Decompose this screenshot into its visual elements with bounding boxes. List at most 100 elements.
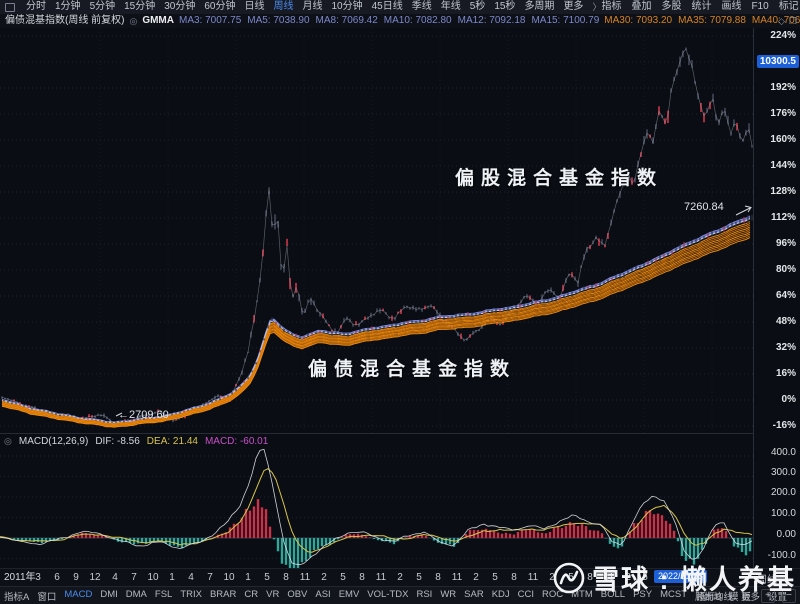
main-y-label: 64% (775, 290, 796, 301)
diamond-icon[interactable]: ◇ (778, 16, 785, 26)
main-y-label: 176% (770, 108, 796, 119)
main-y-label: 192% (770, 82, 796, 93)
indicator-tab-MCST[interactable]: MCST (660, 588, 688, 600)
indicator-tab-SAR[interactable]: SAR (464, 588, 484, 600)
x-axis-label: 2 (321, 572, 327, 583)
main-y-label: 144% (770, 160, 796, 171)
indicator-tab-指标A[interactable]: 指标A (4, 591, 30, 603)
watermark-text: 雪球 : 懒人养基 (592, 565, 796, 595)
period-tab-月线[interactable]: 月线 (302, 1, 323, 12)
indicator-tab-RSI[interactable]: RSI (416, 588, 433, 600)
x-axis-label: 5 (264, 572, 270, 583)
macd-toggle-icon[interactable]: ◎ (4, 436, 12, 446)
chevron-down-icon[interactable]: 〉 (592, 2, 602, 12)
x-axis-label: 11 (375, 572, 387, 583)
period-tab-多周期[interactable]: 多周期 (524, 1, 555, 12)
window-icon[interactable] (5, 2, 15, 12)
toolbar-action-F10[interactable]: F10 (751, 1, 769, 12)
macd-dif-value: DIF: -8.56 (95, 436, 140, 447)
indicator-toolbar-right: 指标B 模板 + − (696, 588, 796, 603)
indicator-tab-MTM[interactable]: MTM (571, 588, 593, 600)
panel-icon[interactable]: ❐ (788, 16, 797, 26)
template-button[interactable]: 模板 (728, 591, 754, 603)
indicator-tab-窗口[interactable]: 窗口 (37, 591, 57, 603)
annotation-debt-fund-index: 偏债混合基金指数 (308, 359, 517, 380)
period-tab-周线[interactable]: 周线 (273, 1, 294, 12)
indicator-tab-TRIX[interactable]: TRIX (180, 588, 202, 600)
x-axis-label: 5 (568, 572, 574, 583)
indicator-tab-BRAR[interactable]: BRAR (209, 588, 237, 600)
indicator-b-button[interactable]: 指标B (696, 591, 722, 603)
indicator-tab-设置[interactable]: 设置 (768, 591, 788, 603)
indicator-tab-ROC[interactable]: ROC (542, 588, 564, 600)
indicator-tab-VR[interactable]: VR (266, 588, 280, 600)
indicator-tab-OBV[interactable]: OBV (287, 588, 308, 600)
main-chart-area[interactable] (0, 28, 753, 433)
ma-short-value: MA12: 7092.18 (457, 15, 526, 26)
x-axis-label: 10 (223, 572, 235, 583)
main-chart-canvas[interactable] (0, 28, 753, 433)
period-tab-15分钟[interactable]: 15分钟 (124, 1, 156, 12)
indicator-toggle-icon[interactable]: ◎ (129, 16, 138, 26)
toolbar-action-统计[interactable]: 统计 (691, 1, 712, 12)
period-tab-30分钟[interactable]: 30分钟 (164, 1, 196, 12)
indicator-tab-VOL-TDX[interactable]: VOL-TDX (367, 588, 409, 600)
period-list: 分时 1分钟 5分钟 15分钟 30分钟 60分钟 日线 周线 月线 10分钟 45日线 季线 年线 5秒… (26, 0, 583, 14)
indicator-tab-顾比均线[interactable]: 顾比均线 (695, 591, 734, 603)
period-tab-年线[interactable]: 年线 (440, 1, 461, 12)
indicator-tab-WR[interactable]: WR (440, 588, 457, 600)
x-axis: 2022/01/28 周线 2011年 3 6 9 12 4 7 10 1 4 7 10 1 5 8 11 2 5… (0, 568, 800, 586)
period-tab-60分钟[interactable]: 60分钟 (204, 1, 236, 12)
indicator-tab-KDJ[interactable]: KDJ (491, 588, 510, 600)
period-tab-5分钟[interactable]: 5分钟 (89, 1, 116, 12)
x-axis-label: 11 (299, 572, 311, 583)
period-tab-更多[interactable]: 更多 (563, 1, 584, 12)
period-tab-1分钟[interactable]: 1分钟 (55, 1, 81, 12)
x-axis-label: 7 (207, 572, 213, 583)
ma-short-value: MA10: 7082.80 (383, 15, 452, 26)
period-tab-分时[interactable]: 分时 (26, 1, 46, 12)
xueqiu-logo-icon (553, 562, 585, 593)
macd-y-label: -100.0 (767, 550, 796, 561)
toolbar-action-多股[interactable]: 多股 (661, 1, 682, 12)
macd-canvas[interactable] (0, 434, 753, 568)
indicator-tab-PSY[interactable]: PSY (633, 588, 653, 600)
indicator-tab-DMI[interactable]: DMI (100, 588, 118, 600)
x-axis-label: 11 (451, 572, 463, 583)
indicator-tab-更多[interactable]: 更多 (741, 591, 761, 603)
toolbar-action-叠加[interactable]: 叠加 (631, 1, 652, 12)
period-tab-45日线[interactable]: 45日线 (371, 1, 403, 12)
macd-panel[interactable] (0, 433, 753, 568)
period-tab-日线[interactable]: 日线 (244, 1, 265, 12)
x-axis-label: 8 (359, 572, 365, 583)
zoom-out-button[interactable]: − (782, 588, 796, 603)
indicator-tab-ASI[interactable]: ASI (315, 588, 331, 600)
indicator-tab-EMV[interactable]: EMV (338, 588, 360, 600)
period-tab-10分钟[interactable]: 10分钟 (331, 1, 363, 12)
toolbar-action-画线[interactable]: 画线 (721, 1, 742, 12)
indicator-tab-DMA[interactable]: DMA (125, 588, 147, 600)
zoom-in-button[interactable]: + (761, 588, 775, 603)
toolbar-action-指标[interactable]: 指标 (601, 1, 622, 12)
x-axis-label: 3 (35, 572, 41, 583)
period-tab-5秒[interactable]: 5秒 (469, 1, 486, 12)
indicator-tab-MACD[interactable]: MACD (64, 588, 93, 600)
period-tab-15秒[interactable]: 15秒 (494, 1, 516, 12)
ma-short-value: MA8: 7069.42 (315, 15, 378, 26)
indicator-tab-CCI[interactable]: CCI (517, 588, 535, 600)
main-y-label: 32% (775, 342, 796, 353)
macd-hist-value: MACD: -60.01 (204, 436, 269, 447)
indicator-name: GMMA (142, 15, 174, 26)
period-tab-季线[interactable]: 季线 (411, 1, 432, 12)
period-group: 分时 1分钟 5分钟 15分钟 30分钟 60分钟 日线 周线 月线 10分钟 45日线 季线 年线 5秒… (5, 0, 601, 14)
period-toolbar: 分时 1分钟 5分钟 15分钟 30分钟 60分钟 日线 周线 月线 10分钟 45日线 季线 年线 5秒… (0, 0, 800, 14)
indicator-tab-FSL[interactable]: FSL (154, 588, 173, 600)
x-axis-label: 4 (188, 572, 194, 583)
indicator-tab-BOLL[interactable]: BOLL (600, 588, 626, 600)
toolbar-action-标记[interactable]: 标记 (778, 1, 799, 12)
x-axis-label: 8 (283, 572, 289, 583)
indicator-row-icons: ◇ ❐ (778, 14, 797, 28)
annotation-equity-fund-index: 偏股混合基金指数 (455, 168, 664, 189)
indicator-tab-CR[interactable]: CR (244, 588, 259, 600)
ma-short-value: MA15: 7100.79 (531, 15, 600, 26)
